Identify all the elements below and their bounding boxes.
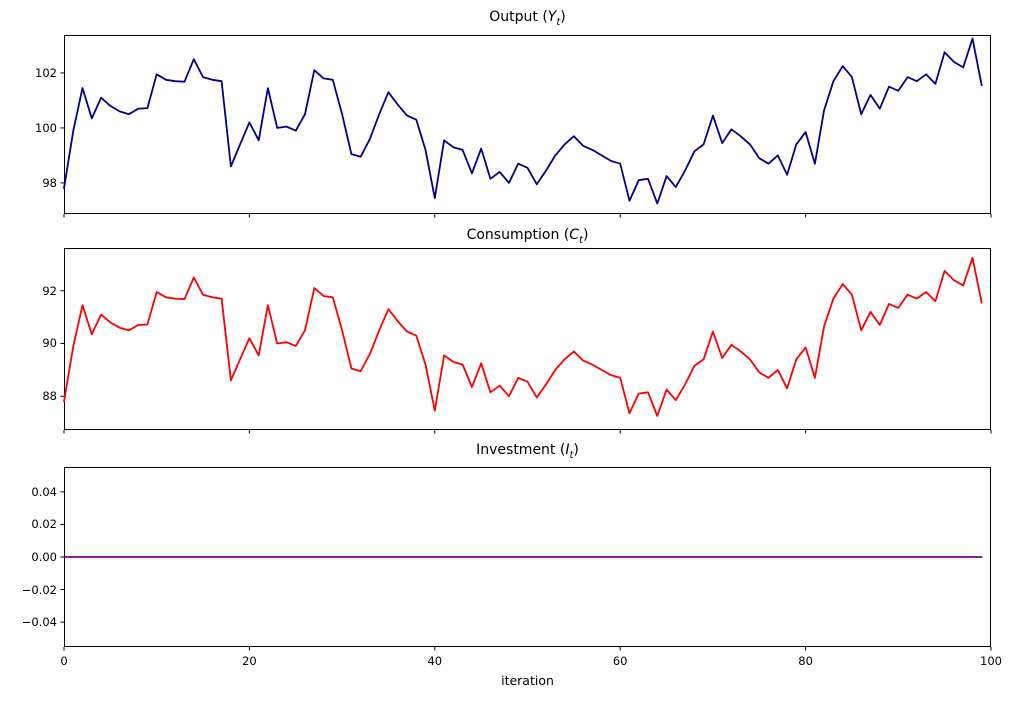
title-subscript: t	[556, 16, 561, 28]
output-chart-title: Output (Yt)	[64, 9, 991, 28]
title-text: Consumption (	[466, 227, 570, 243]
consumption-plot-area: 88 90 92	[42, 248, 992, 434]
investment-plot-area: 0.04 0.02 0.00 −0.02 −0.04	[22, 467, 992, 651]
title-text: )	[560, 9, 566, 25]
y-tick-label: 100	[35, 120, 57, 135]
consumption-chart-title: Consumption (Ct)	[64, 227, 991, 246]
y-tick-label: 88	[42, 389, 57, 404]
y-tick-label: −0.02	[21, 582, 57, 597]
consumption-line-chart	[60, 248, 992, 434]
title-variable: Y	[547, 9, 557, 25]
x-tick-label: 40	[427, 654, 443, 668]
y-tick-label: −0.04	[21, 615, 57, 630]
x-axis-label: iteration	[501, 673, 554, 688]
y-tick-label: 90	[42, 336, 57, 351]
y-tick-label: 98	[42, 175, 57, 190]
y-tick-label: 102	[35, 65, 57, 80]
title-subscript: t	[579, 234, 583, 246]
title-text: Output (	[489, 9, 548, 25]
output-line-chart	[60, 35, 992, 218]
title-text: Investment (	[476, 442, 566, 458]
x-tick-label: 100	[980, 654, 1002, 668]
x-tick-label: 20	[242, 654, 257, 668]
x-tick-label: 80	[798, 654, 813, 668]
investment-chart-title: Investment (It)	[64, 442, 991, 461]
title-variable: C	[569, 227, 580, 243]
title-variable: I	[565, 442, 570, 458]
y-tick-label: 0.04	[31, 484, 57, 499]
x-tick-label: 0	[60, 654, 68, 668]
title-text: )	[573, 442, 579, 458]
output-plot-area: 98 100 102	[35, 35, 992, 218]
title-subscript: t	[569, 449, 574, 461]
y-tick-label: 0.00	[31, 550, 57, 564]
y-tick-label: 92	[42, 283, 57, 298]
title-text: )	[582, 227, 589, 243]
x-tick-label: 60	[612, 654, 628, 668]
y-tick-label: 0.02	[31, 517, 57, 532]
investment-line-chart	[60, 467, 992, 651]
